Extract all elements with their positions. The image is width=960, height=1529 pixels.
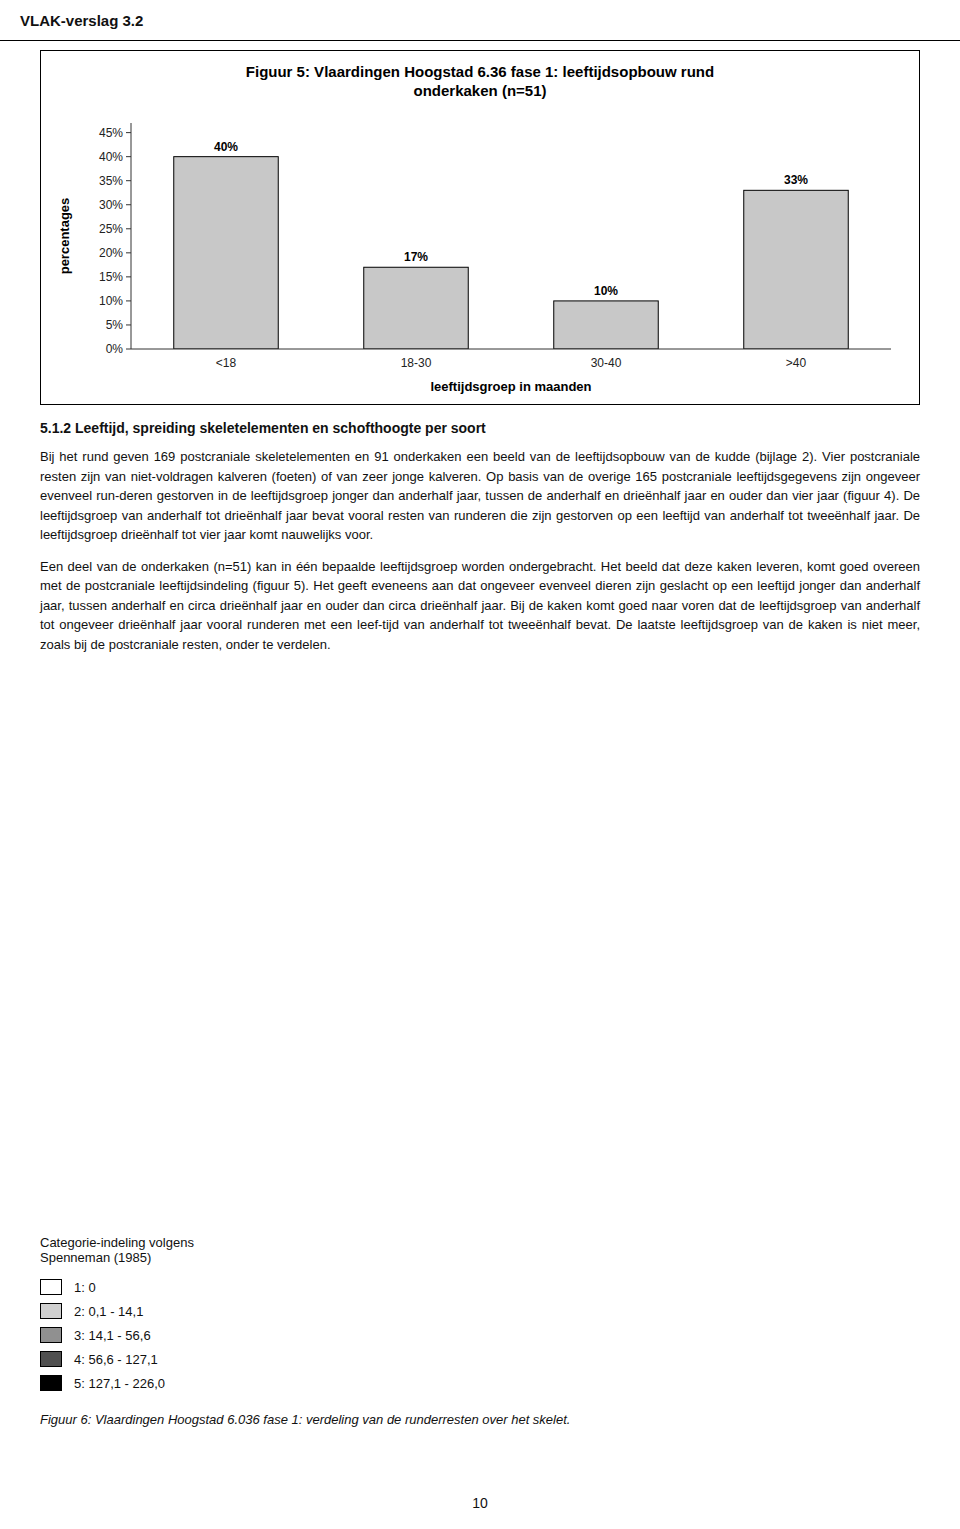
- y-tick-label: 20%: [99, 246, 123, 260]
- chart-title-line: onderkaken (n=51): [414, 82, 547, 99]
- y-tick: [126, 276, 131, 277]
- data-label: 17%: [404, 250, 428, 264]
- y-tick: [126, 252, 131, 253]
- y-tick: [126, 180, 131, 181]
- legend-row: 5: 127,1 - 226,0: [40, 1371, 360, 1395]
- image-legend: Categorie-indeling volgens Spenneman (19…: [40, 1235, 360, 1395]
- y-tick: [126, 300, 131, 301]
- header: VLAK-verslag 3.2: [0, 0, 960, 41]
- y-tick: [126, 132, 131, 133]
- legend-swatch: [40, 1279, 62, 1295]
- paragraph: Een deel van de onderkaken (n=51) kan in…: [40, 557, 920, 655]
- y-tick-label: 40%: [99, 150, 123, 164]
- legend-row: 4: 56,6 - 127,1: [40, 1347, 360, 1371]
- legend-label: 4: 56,6 - 127,1: [74, 1352, 158, 1367]
- caption-text: Figuur 6: Vlaardingen Hoogstad 6.036 fas…: [40, 1412, 570, 1427]
- legend-swatch: [40, 1375, 62, 1391]
- y-tick-label: 45%: [99, 126, 123, 140]
- body-text: 5.1.2 Leeftijd, spreiding skeletelemente…: [40, 418, 920, 666]
- y-tick: [126, 324, 131, 325]
- page-number: 10: [472, 1495, 488, 1511]
- legend-label: 1: 0: [74, 1280, 96, 1295]
- y-tick-label: 30%: [99, 198, 123, 212]
- legend-label: 2: 0,1 - 14,1: [74, 1304, 143, 1319]
- x-tick-label: >40: [786, 356, 807, 370]
- y-tick: [126, 349, 131, 350]
- legend-title: Categorie-indeling volgens Spenneman (19…: [40, 1235, 360, 1265]
- bars: [174, 157, 849, 349]
- y-tick-label: 10%: [99, 294, 123, 308]
- y-tick-label: 5%: [106, 318, 124, 332]
- data-label: 40%: [214, 140, 238, 154]
- chart-title-line: Figuur 5: Vlaardingen Hoogstad 6.36 fase…: [246, 63, 714, 80]
- page-number-box: 10: [0, 1495, 960, 1511]
- header-text: VLAK-verslag 3.2: [20, 12, 143, 29]
- y-axis-label: percentages: [57, 198, 72, 275]
- x-tick-label: 30-40: [591, 356, 622, 370]
- data-label: 33%: [784, 173, 808, 187]
- legend-swatch: [40, 1303, 62, 1319]
- x-tick-label: 18-30: [401, 356, 432, 370]
- bar: [554, 301, 659, 349]
- legend-row: 3: 14,1 - 56,6: [40, 1323, 360, 1347]
- chart-title: Figuur 5: Vlaardingen Hoogstad 6.36 fase…: [246, 63, 714, 99]
- legend-swatch: [40, 1351, 62, 1367]
- y-tick-label: 0%: [106, 342, 124, 356]
- bar: [364, 267, 469, 349]
- legend-swatch: [40, 1327, 62, 1343]
- x-axis-label: leeftijdsgroep in maanden: [430, 379, 591, 394]
- x-tick-label: <18: [216, 356, 237, 370]
- data-label: 10%: [594, 284, 618, 298]
- legend-label: 3: 14,1 - 56,6: [74, 1328, 151, 1343]
- section-heading: 5.1.2 Leeftijd, spreiding skeletelemente…: [40, 418, 920, 439]
- bar: [174, 157, 279, 349]
- legend-row: 1: 0: [40, 1275, 360, 1299]
- caption: Figuur 6: Vlaardingen Hoogstad 6.036 fas…: [40, 1412, 920, 1427]
- y-tick-label: 35%: [99, 174, 123, 188]
- chart-box: Figuur 5: Vlaardingen Hoogstad 6.36 fase…: [40, 50, 920, 405]
- y-tick: [126, 228, 131, 229]
- y-axis: [131, 123, 132, 349]
- chart: Figuur 5: Vlaardingen Hoogstad 6.36 fase…: [41, 51, 919, 404]
- legend-label: 5: 127,1 - 226,0: [74, 1376, 165, 1391]
- legend-row: 2: 0,1 - 14,1: [40, 1299, 360, 1323]
- paragraph: Bij het rund geven 169 postcraniale skel…: [40, 447, 920, 545]
- y-tick: [126, 156, 131, 157]
- y-tick: [126, 204, 131, 205]
- y-tick-label: 15%: [99, 270, 123, 284]
- x-axis: [131, 349, 891, 350]
- y-tick-label: 25%: [99, 222, 123, 236]
- bar: [744, 190, 849, 349]
